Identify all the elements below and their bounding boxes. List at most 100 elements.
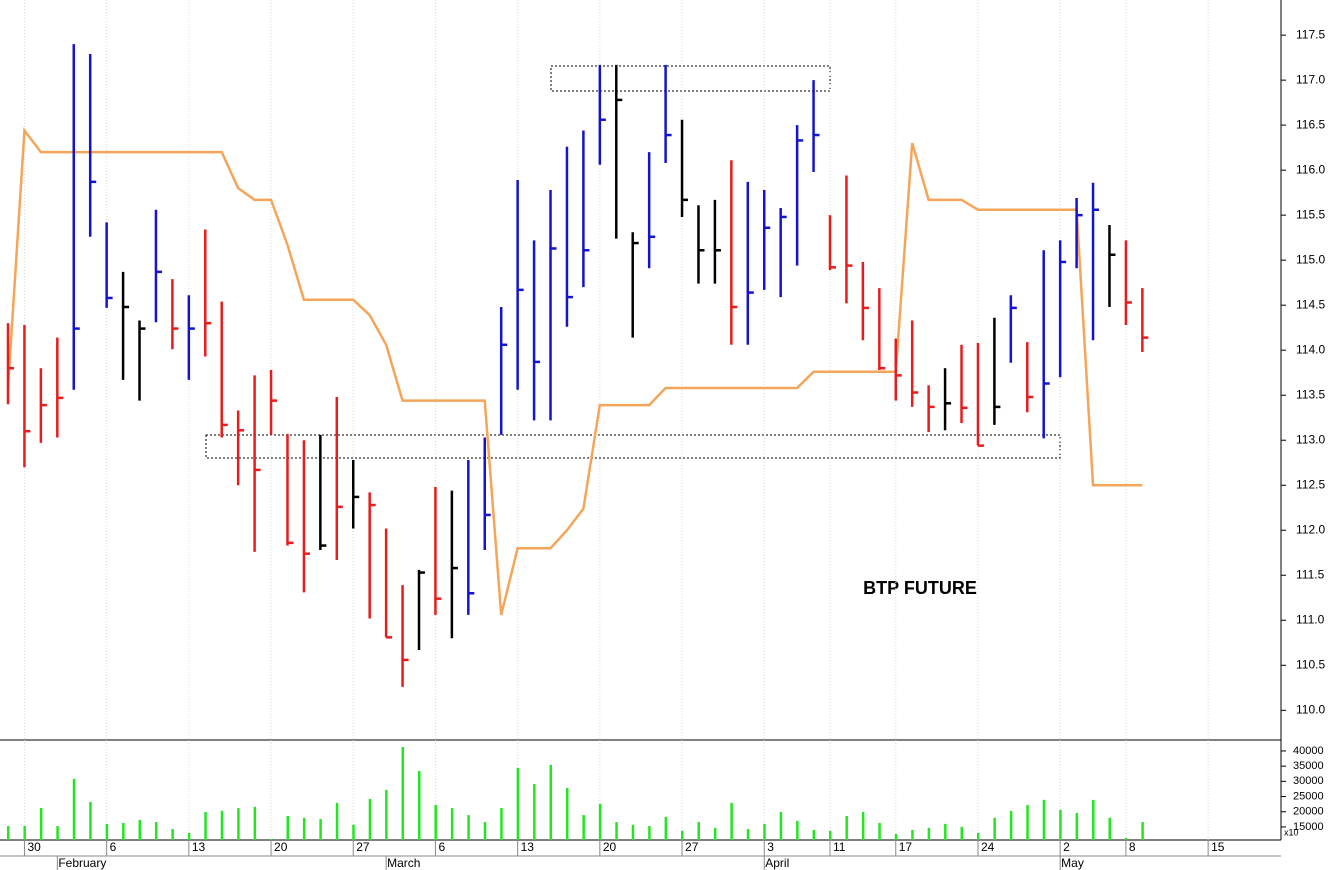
month-label: March [387, 856, 420, 870]
volume-bar [253, 806, 257, 840]
volume-bar [7, 826, 10, 840]
volume-bar [56, 826, 59, 840]
x-tick-label: 24 [981, 840, 995, 854]
x-tick-label: 30 [27, 840, 41, 854]
volume-bar [894, 833, 898, 840]
volume-bar [450, 808, 454, 840]
volume-bar [565, 788, 569, 840]
chart-title: BTP FUTURE [863, 578, 977, 598]
volume-y-tick-label: 30000 [1293, 775, 1324, 787]
volume-bar [89, 802, 92, 840]
volume-bar [23, 826, 26, 840]
volume-bar [1124, 837, 1128, 840]
y-tick-label: 111.0 [1296, 612, 1325, 626]
x-tick-label: 3 [767, 840, 774, 854]
volume-bar [401, 746, 405, 840]
y-tick-label: 114.0 [1296, 342, 1325, 356]
volume-bar [352, 824, 355, 840]
volume-bar [516, 767, 520, 840]
y-tick-label: 116.5 [1296, 117, 1325, 131]
y-tick-label: 110.5 [1296, 657, 1325, 671]
x-tick-label: 13 [192, 840, 206, 854]
y-tick-label: 112.0 [1296, 522, 1325, 536]
volume-bar [335, 802, 339, 840]
volume-bar [549, 764, 553, 840]
volume-bar [681, 830, 684, 840]
volume-multiplier: x10 [1284, 827, 1299, 837]
volume-bar [500, 808, 503, 840]
volume-bar [911, 829, 914, 840]
volume-bar [829, 830, 832, 840]
volume-bar [286, 815, 289, 840]
volume-bar [993, 817, 996, 840]
volume-y-tick-label: 25000 [1293, 790, 1324, 802]
volume-bar [434, 805, 437, 840]
volume-bar [154, 822, 158, 840]
x-tick-label: 27 [685, 840, 699, 854]
volume-bar [631, 824, 635, 840]
x-tick-label: 15 [1211, 840, 1225, 854]
volume-bar [1026, 805, 1029, 840]
volume-y-tick-label: 15000 [1293, 821, 1324, 833]
y-tick-label: 117.5 [1296, 27, 1325, 41]
volume-bar [730, 802, 733, 840]
volume-bar [927, 827, 931, 840]
volume-bar [1009, 810, 1013, 840]
volume-bar [105, 823, 109, 840]
x-tick-label: 6 [438, 840, 445, 854]
month-label: April [765, 856, 789, 870]
y-tick-label: 112.5 [1296, 477, 1325, 491]
y-tick-label: 111.5 [1296, 567, 1325, 581]
volume-bar [1108, 817, 1111, 840]
volume-bar [270, 839, 273, 840]
volume-bar [467, 815, 470, 840]
volume-bar [302, 817, 306, 840]
volume-bar [39, 807, 43, 840]
x-tick-label: 2 [1063, 840, 1070, 854]
x-tick-label: 11 [833, 840, 846, 854]
volume-bar [944, 823, 947, 840]
volume-bar [385, 789, 388, 840]
y-tick-label: 113.0 [1296, 432, 1325, 446]
volume-bar [368, 798, 372, 840]
x-tick-label: 13 [521, 840, 535, 854]
volume-bar [220, 810, 224, 840]
volume-bar [237, 808, 240, 840]
indicator-line [6, 127, 1143, 616]
volume-bar [483, 822, 487, 840]
volume-bar [664, 816, 668, 840]
volume-bar [713, 827, 717, 840]
volume-bar [976, 833, 980, 840]
y-tick-label: 113.5 [1296, 387, 1325, 401]
x-tick-label: 8 [1129, 840, 1136, 854]
volume-bar [878, 822, 881, 840]
y-tick-label: 115.5 [1296, 207, 1325, 221]
volume-bar [763, 823, 766, 840]
x-tick-label: 27 [356, 840, 370, 854]
y-tick-label: 110.0 [1296, 702, 1325, 716]
x-tick-label: 20 [274, 840, 288, 854]
volume-bar [845, 815, 848, 840]
volume-bar [796, 820, 799, 840]
volume-y-tick-label: 20000 [1293, 806, 1324, 818]
x-tick-label: 6 [110, 840, 117, 854]
volume-bar [582, 815, 585, 840]
volume-bar [615, 822, 618, 840]
month-label: May [1061, 856, 1084, 870]
x-tick-label: 20 [603, 840, 617, 854]
volume-bar [187, 833, 191, 840]
y-tick-label: 115.0 [1296, 252, 1325, 266]
volume-bar [697, 822, 700, 840]
volume-bar [598, 803, 602, 840]
volume-y-tick-label: 35000 [1293, 760, 1324, 772]
volume-bar [779, 812, 783, 840]
volume-bar [648, 826, 651, 840]
y-tick-label: 117.0 [1296, 72, 1325, 86]
volume-bar [72, 778, 76, 840]
volume-bar [1075, 812, 1079, 840]
x-tick-label: 17 [899, 840, 913, 854]
volume-bar [319, 819, 322, 840]
volume-bar [861, 812, 865, 840]
y-tick-label: 116.0 [1296, 162, 1325, 176]
support-box [205, 434, 1061, 459]
